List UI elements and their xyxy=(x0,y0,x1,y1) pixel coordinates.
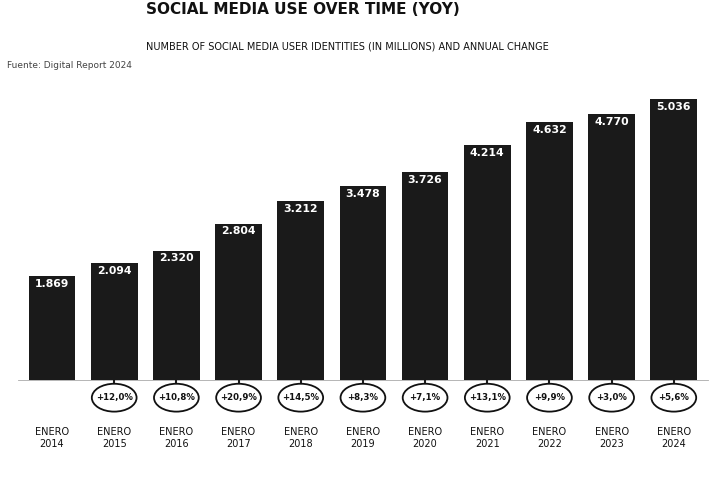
Bar xyxy=(215,224,262,380)
Ellipse shape xyxy=(465,384,510,412)
Bar xyxy=(650,99,697,380)
Text: 4.214: 4.214 xyxy=(470,148,505,158)
Text: +14,5%: +14,5% xyxy=(282,393,319,402)
Ellipse shape xyxy=(216,384,261,412)
Ellipse shape xyxy=(278,384,323,412)
Bar xyxy=(588,114,635,380)
Text: 3.726: 3.726 xyxy=(408,175,443,185)
Text: Figura 01  →: Figura 01 → xyxy=(21,23,118,37)
Bar xyxy=(339,186,386,380)
Text: +9,9%: +9,9% xyxy=(534,393,565,402)
Text: NUMBER OF SOCIAL MEDIA USER IDENTITIES (IN MILLIONS) AND ANNUAL CHANGE: NUMBER OF SOCIAL MEDIA USER IDENTITIES (… xyxy=(146,42,549,52)
Text: +7,1%: +7,1% xyxy=(409,393,441,402)
Text: 5.036: 5.036 xyxy=(657,102,691,112)
Ellipse shape xyxy=(92,384,137,412)
Text: 3.478: 3.478 xyxy=(346,189,380,199)
Bar xyxy=(91,263,138,380)
Ellipse shape xyxy=(403,384,448,412)
Bar xyxy=(29,276,76,380)
Text: 1.869: 1.869 xyxy=(35,279,69,288)
Ellipse shape xyxy=(589,384,634,412)
Bar xyxy=(402,172,448,380)
Ellipse shape xyxy=(154,384,199,412)
Text: +8,3%: +8,3% xyxy=(347,393,379,402)
Text: 3.212: 3.212 xyxy=(284,204,318,214)
Text: 4.632: 4.632 xyxy=(532,125,567,134)
Bar xyxy=(464,145,511,380)
Text: +3,0%: +3,0% xyxy=(596,393,627,402)
Text: SOCIAL MEDIA USE OVER TIME (YOY): SOCIAL MEDIA USE OVER TIME (YOY) xyxy=(146,2,460,18)
Text: 2.094: 2.094 xyxy=(97,266,131,276)
Text: +5,6%: +5,6% xyxy=(658,393,689,402)
Ellipse shape xyxy=(652,384,696,412)
Text: +12,0%: +12,0% xyxy=(96,393,133,402)
Bar xyxy=(277,201,324,380)
Text: Fuente: Digital Report 2024: Fuente: Digital Report 2024 xyxy=(7,61,132,70)
Text: 2.804: 2.804 xyxy=(221,226,256,236)
Bar xyxy=(153,251,200,380)
Text: 4.770: 4.770 xyxy=(595,117,629,127)
Text: +20,9%: +20,9% xyxy=(220,393,257,402)
Text: +13,1%: +13,1% xyxy=(468,393,506,402)
Text: +10,8%: +10,8% xyxy=(158,393,195,402)
Ellipse shape xyxy=(527,384,572,412)
Text: 2.320: 2.320 xyxy=(159,253,194,263)
Ellipse shape xyxy=(341,384,385,412)
Bar xyxy=(526,122,573,380)
